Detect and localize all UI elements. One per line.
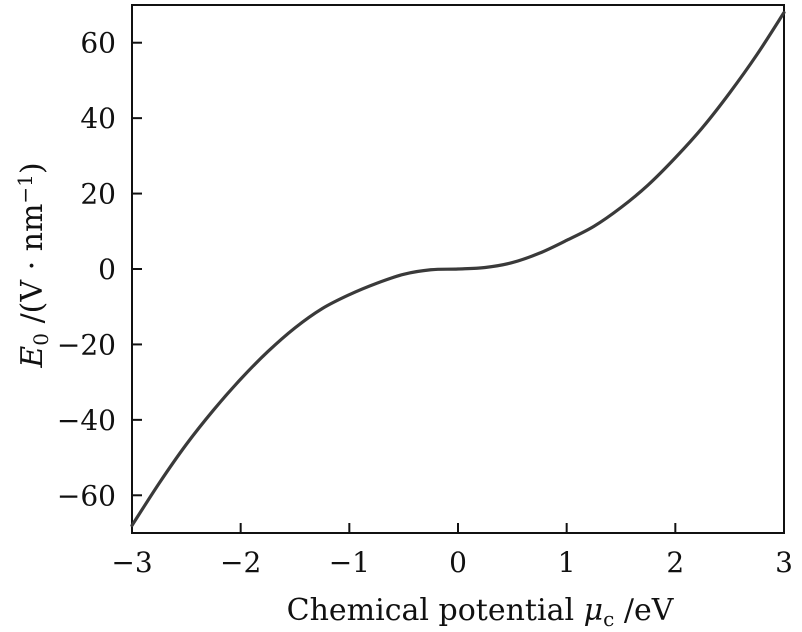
x-axis-label: Chemical potential μc /eV <box>287 593 675 631</box>
y-axis-subscript: 0 <box>29 333 53 346</box>
y-tick-label: −60 <box>57 479 116 512</box>
x-axis-label-main: Chemical potential <box>287 593 584 628</box>
x-axis-ticks: −3 −2 −1 0 1 2 3 <box>111 523 793 579</box>
series-line <box>130 10 786 528</box>
x-tick-label: −2 <box>220 546 261 579</box>
y-axis-superscript: −1 <box>13 174 37 203</box>
y-tick-label: 40 <box>80 102 116 135</box>
y-axis-unit: /(V · nm <box>15 204 50 333</box>
x-axis-subscript: c <box>603 607 614 631</box>
x-axis-unit: /eV <box>614 593 674 628</box>
x-axis-symbol: μ <box>584 593 604 628</box>
y-axis-close: ) <box>15 162 50 174</box>
y-tick-label: −40 <box>57 404 116 437</box>
x-tick-label: −3 <box>111 546 152 579</box>
x-tick-label: 3 <box>775 546 793 579</box>
y-tick-label: 0 <box>98 253 116 286</box>
x-tick-label: −1 <box>329 546 370 579</box>
y-tick-label: 20 <box>80 178 116 211</box>
x-tick-label: 2 <box>666 546 684 579</box>
x-tick-label: 0 <box>449 546 467 579</box>
y-tick-label: 60 <box>80 27 116 60</box>
y-axis-ticks: −60 −40 −20 0 20 40 60 <box>57 27 142 512</box>
x-tick-label: 1 <box>558 546 576 579</box>
y-axis-label: E0 /(V · nm−1) <box>13 162 53 368</box>
y-tick-label: −20 <box>57 328 116 361</box>
y-axis-symbol: E <box>15 346 50 369</box>
